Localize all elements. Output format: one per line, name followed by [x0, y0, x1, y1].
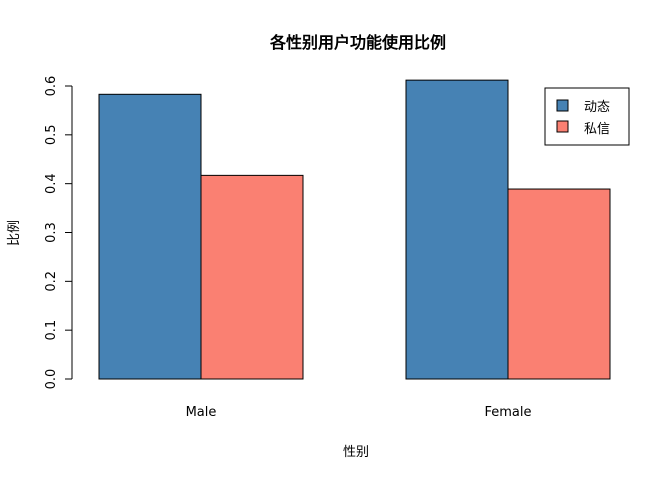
bar-female-series-2: [507, 188, 611, 380]
y-tick-label: 0.3: [44, 222, 59, 243]
x-tick-label: Female: [484, 405, 531, 420]
y-tick-label: 0.2: [44, 271, 59, 292]
y-axis: 0.0 0.1 0.2 0.3 0.4 0.5 0.6: [44, 76, 73, 390]
y-axis-label: 比例: [7, 220, 22, 246]
y-tick-label: 0.4: [44, 173, 59, 194]
y-tick-label: 0.6: [44, 76, 59, 97]
bar-male-series-1: [98, 93, 202, 380]
chart-title: 各性别用户功能使用比例: [269, 33, 446, 52]
bars: [98, 79, 611, 380]
x-tick-label: Male: [186, 405, 217, 420]
legend: 动态 私信: [544, 87, 630, 146]
legend-label-series-2: 私信: [584, 122, 610, 137]
y-tick-label: 0.0: [44, 369, 59, 390]
y-tick-label: 0.5: [44, 124, 59, 145]
x-axis-label: 性别: [343, 445, 369, 460]
legend-swatch-series-2: [556, 120, 569, 133]
bar-male-series-2: [200, 174, 304, 380]
x-axis-tick-labels: Male Female: [186, 405, 532, 420]
legend-label-series-1: 动态: [584, 100, 610, 115]
y-tick-label: 0.1: [44, 320, 59, 341]
bar-female-series-1: [405, 79, 509, 380]
legend-box: [544, 87, 630, 146]
legend-swatch-series-1: [556, 99, 569, 112]
